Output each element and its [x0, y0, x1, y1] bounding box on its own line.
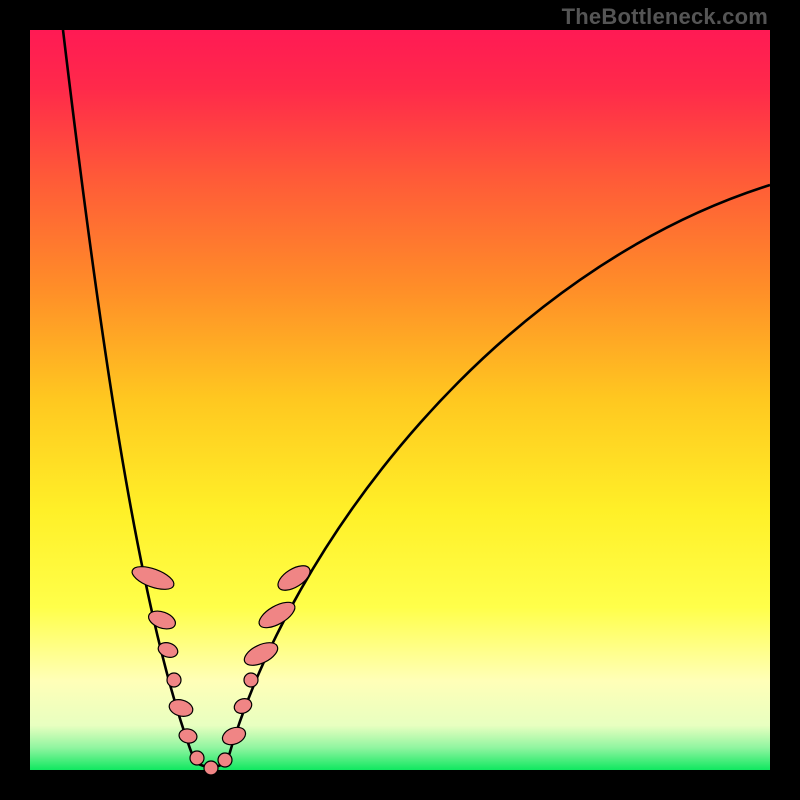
chart-canvas: TheBottleneck.com [0, 0, 800, 800]
watermark-text: TheBottleneck.com [562, 4, 768, 30]
heat-gradient-background [30, 30, 770, 770]
